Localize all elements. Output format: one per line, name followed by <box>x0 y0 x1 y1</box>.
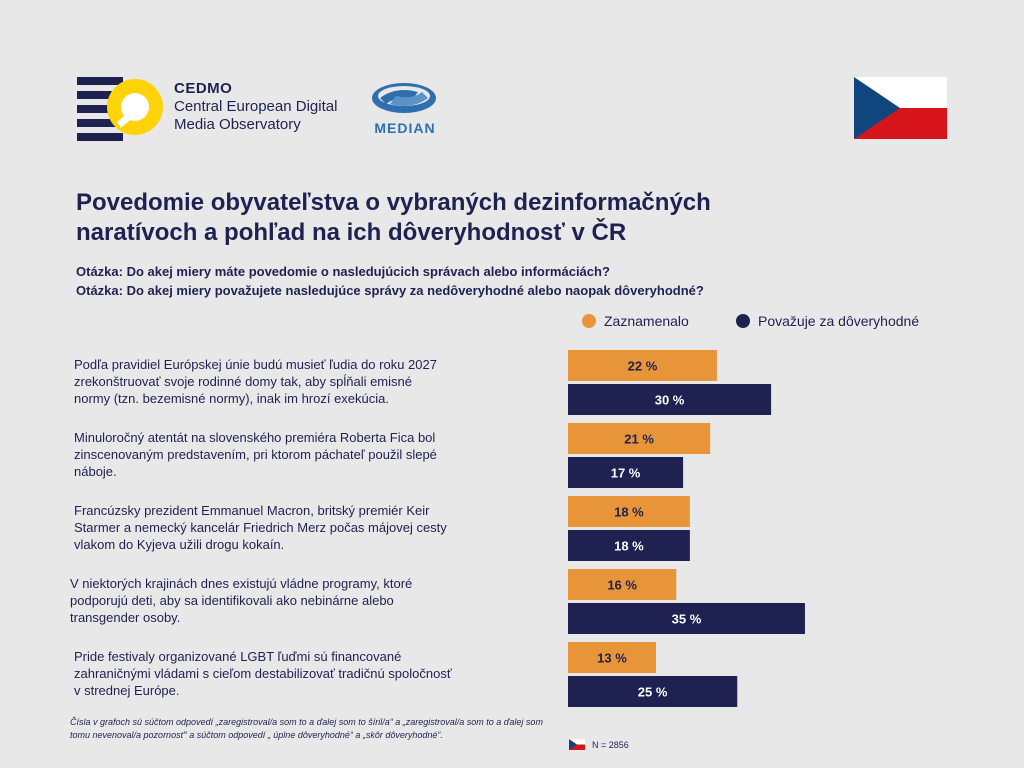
category-label-line: Starmer a nemecký kancelár Friedrich Mer… <box>74 520 447 535</box>
category-label-line: normy (tzn. bezemisné normy), inak im hr… <box>74 391 389 406</box>
category-label-line: Pride festivaly organizované LGBT ľuďmi … <box>74 649 402 664</box>
czech-flag-small-icon <box>569 739 585 750</box>
czech-flag-icon <box>854 77 947 139</box>
chart-title: Povedomie obyvateľstva o vybraných dezin… <box>76 188 936 248</box>
cedmo-wordmark: CEDMO Central European Digital Media Obs… <box>174 80 337 134</box>
category-label: Minuloročný atentát na slovenského premi… <box>74 429 544 480</box>
footnote: Čísla v grafoch sú súčtom odpovedí „zare… <box>70 717 543 740</box>
category-label-line: podporujú deti, aby sa identifikovali ak… <box>70 593 394 608</box>
category-label-line: Podľa pravidiel Európskej únie budú musi… <box>74 357 437 372</box>
legend-swatch-orange <box>582 314 596 328</box>
cedmo-logo-icon <box>77 77 163 141</box>
category-label-line: transgender osoby. <box>70 610 181 625</box>
question-2: Otázka: Do akej miery považujete nasledu… <box>76 283 704 298</box>
cedmo-subtitle-line2: Media Observatory <box>174 116 301 133</box>
category-label-line: Minuloročný atentát na slovenského premi… <box>74 430 436 445</box>
category-label-line: zahraničnými vládami s cieľom destabiliz… <box>74 666 452 681</box>
question-1: Otázka: Do akej miery máte povedomie o n… <box>76 264 610 279</box>
chart-title-line1: Povedomie obyvateľstva o vybraných dezin… <box>76 189 711 216</box>
category-label-line: V niektorých krajinách dnes existujú vlá… <box>70 576 413 591</box>
median-logo-icon <box>372 83 436 113</box>
cedmo-name: CEDMO <box>174 80 233 97</box>
category-label-line: zinscenovaným predstavením, pri ktorom p… <box>74 447 437 462</box>
legend-item-zaznamenalo: Zaznamenalo <box>582 313 689 329</box>
category-label-line: Francúzsky prezident Emmanuel Macron, br… <box>74 503 430 518</box>
category-label-line: vlakom do Kyjeva užili drogu kokaín. <box>74 537 285 552</box>
category-label: Podľa pravidiel Európskej únie budú musi… <box>74 356 544 407</box>
category-label: V niektorých krajinách dnes existujú vlá… <box>70 575 540 626</box>
sample-size: N = 2856 <box>592 740 629 750</box>
median-name: MEDIAN <box>374 120 436 136</box>
category-label: Pride festivaly organizované LGBT ľuďmi … <box>74 648 544 699</box>
category-label-line: v strednej Európe. <box>74 683 180 698</box>
legend-item-doveryhodne: Považuje za dôveryhodné <box>736 313 919 329</box>
cedmo-subtitle-line1: Central European Digital <box>174 98 338 115</box>
legend-swatch-navy <box>736 314 750 328</box>
chart-title-line2: naratívoch a pohľad na ich dôveryhodnosť… <box>76 219 627 246</box>
legend-label: Zaznamenalo <box>604 313 689 329</box>
category-label-line: náboje. <box>74 464 117 479</box>
legend-label: Považuje za dôveryhodné <box>758 313 920 329</box>
category-label-line: zrekonštruovať svoje rodinné domy tak, a… <box>74 374 412 389</box>
category-label: Francúzsky prezident Emmanuel Macron, br… <box>74 502 544 553</box>
